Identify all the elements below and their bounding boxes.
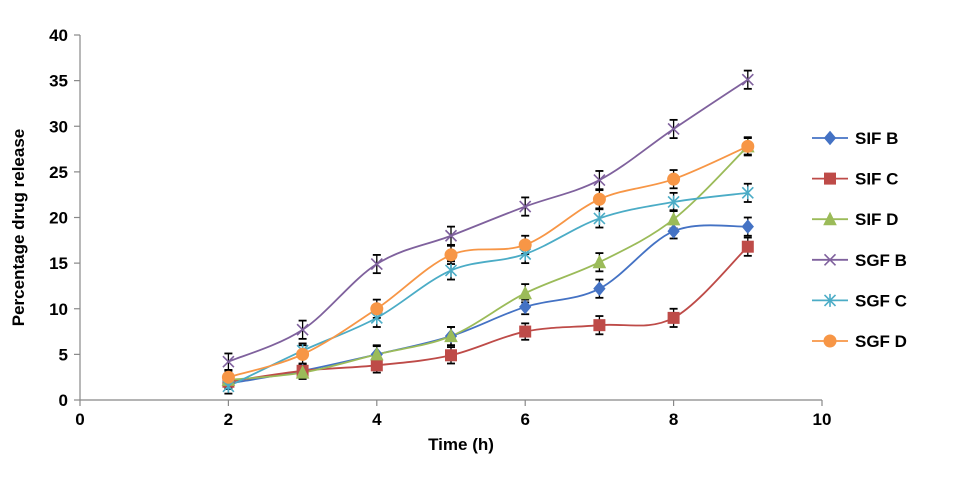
- tick-labels-layer: 0 5 10 15 20 25 30 35 40 0 2 4 6 8 10: [49, 26, 831, 429]
- data-point-marker: [592, 192, 606, 206]
- y-tick-label: 35: [49, 72, 68, 91]
- y-tick-label: 10: [49, 300, 68, 319]
- legend-item: SGF D: [812, 332, 907, 351]
- data-point-marker: [444, 263, 458, 277]
- x-tick-label: 8: [669, 410, 678, 429]
- y-tick-label: 20: [49, 209, 68, 228]
- data-point-marker: [369, 346, 384, 361]
- data-point-marker: [444, 229, 458, 242]
- y-tick-label: 5: [59, 345, 68, 364]
- data-point-marker: [518, 285, 533, 300]
- data-point-marker: [667, 172, 681, 186]
- data-point-marker: [593, 174, 606, 187]
- legend-marker: [823, 211, 837, 226]
- markers-layer: [221, 73, 755, 393]
- data-point-marker: [741, 139, 755, 153]
- data-point-marker: [296, 323, 309, 336]
- x-tick-label: 10: [813, 410, 832, 429]
- data-point-marker: [741, 73, 754, 86]
- data-point-marker: [222, 355, 235, 368]
- legend-marker: [823, 293, 837, 307]
- y-tick-label: 15: [49, 254, 68, 273]
- x-tick-label: 2: [224, 410, 233, 429]
- data-point-marker: [592, 254, 607, 269]
- legend-label: SGF B: [855, 251, 907, 270]
- legend-item: SIF B: [812, 129, 898, 148]
- legend-label: SIF B: [855, 129, 898, 148]
- data-point-marker: [444, 328, 458, 343]
- data-point-marker: [370, 257, 383, 271]
- data-point-marker: [445, 349, 457, 362]
- data-point-marker: [519, 325, 532, 338]
- data-point-marker: [370, 359, 383, 372]
- data-point-marker: [370, 302, 384, 316]
- data-point-marker: [295, 365, 310, 379]
- legend-marker: [824, 172, 836, 185]
- data-point-marker: [741, 186, 754, 200]
- data-point-marker: [519, 200, 532, 213]
- x-tick-label: 0: [75, 410, 84, 429]
- legend-label: SIF D: [855, 210, 898, 229]
- legend-marker: [823, 253, 837, 266]
- y-tick-label: 0: [59, 391, 68, 410]
- data-point-marker: [444, 248, 458, 262]
- data-point-marker: [741, 240, 754, 253]
- legend-item: SIF C: [812, 170, 898, 189]
- y-tick-label: 30: [49, 117, 68, 136]
- x-tick-label: 6: [520, 410, 529, 429]
- data-point-marker: [518, 238, 532, 252]
- data-point-marker: [593, 211, 606, 225]
- legend: SIF B SIF C SIF D SGF B SGF C SGF D: [812, 129, 907, 351]
- legend-item: SGF B: [812, 251, 907, 270]
- data-point-marker: [221, 370, 235, 384]
- legend-marker: [823, 130, 837, 146]
- data-point-marker: [741, 219, 754, 234]
- data-point-marker: [667, 311, 680, 324]
- data-point-marker: [667, 122, 680, 136]
- data-point-marker: [593, 319, 606, 332]
- data-point-marker: [593, 281, 606, 296]
- series-line-4: [228, 191, 748, 388]
- legend-label: SGF D: [855, 332, 907, 351]
- legend-marker: [823, 334, 837, 348]
- legend-label: SIF C: [855, 170, 898, 189]
- data-point-marker: [667, 223, 680, 239]
- legend-item: SIF D: [812, 210, 898, 229]
- data-point-marker: [296, 347, 310, 361]
- series-line-3: [228, 78, 749, 363]
- data-point-marker: [666, 211, 681, 226]
- data-point-marker: [667, 195, 680, 209]
- y-axis-title: Percentage drug release: [9, 129, 28, 326]
- x-tick-label: 4: [372, 410, 382, 429]
- x-axis-title: Time (h): [428, 435, 494, 454]
- y-tick-label: 25: [49, 163, 68, 182]
- legend-item: SGF C: [812, 291, 907, 310]
- data-point-marker: [519, 299, 532, 315]
- y-tick-label: 40: [49, 26, 68, 45]
- legend-label: SGF C: [855, 291, 907, 310]
